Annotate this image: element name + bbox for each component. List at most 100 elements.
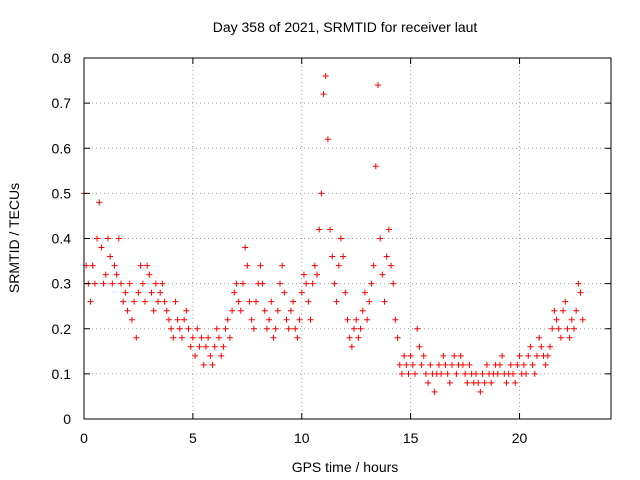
data-point (355, 334, 362, 341)
data-point (263, 325, 270, 332)
data-point (390, 280, 397, 287)
data-point (555, 325, 562, 332)
data-point (462, 370, 469, 377)
data-point (253, 298, 260, 305)
data-point (409, 361, 416, 368)
data-point (157, 289, 164, 296)
data-point (178, 334, 185, 341)
x-tick-label: 15 (403, 430, 419, 446)
y-axis-label: SRMTID / TECUs (6, 183, 22, 293)
data-point (446, 379, 453, 386)
data-point (512, 379, 519, 386)
data-point (438, 370, 445, 377)
data-point (464, 379, 471, 386)
data-point (242, 244, 249, 251)
data-point (196, 343, 203, 350)
data-point (364, 316, 371, 323)
data-point (224, 316, 231, 323)
data-point (340, 253, 347, 260)
data-point (459, 361, 466, 368)
data-point (259, 280, 266, 287)
data-point (494, 370, 501, 377)
data-point (542, 361, 549, 368)
data-point (394, 334, 401, 341)
data-point (562, 298, 569, 305)
data-point (451, 352, 458, 359)
y-tick-label: 0.3 (52, 276, 72, 292)
data-point (531, 370, 538, 377)
data-point (573, 307, 580, 314)
data-point (250, 325, 257, 332)
data-point (257, 262, 264, 269)
data-point (453, 370, 460, 377)
data-point (172, 298, 179, 305)
data-point (122, 289, 129, 296)
data-point (322, 73, 329, 80)
data-point (412, 370, 419, 377)
data-point (479, 370, 486, 377)
data-point (396, 361, 403, 368)
data-point (466, 361, 473, 368)
data-point (152, 280, 159, 287)
data-point (547, 343, 554, 350)
data-point (374, 82, 381, 89)
y-tick-label: 0.5 (52, 185, 72, 201)
gridlines (84, 58, 611, 419)
y-tick-label: 0.8 (52, 50, 72, 66)
data-point (100, 280, 107, 287)
y-tick-label: 0.4 (52, 231, 72, 247)
data-point (274, 307, 281, 314)
data-point (218, 352, 225, 359)
y-tick-label: 0.1 (52, 366, 72, 382)
data-point (296, 316, 303, 323)
data-point (163, 307, 170, 314)
data-point (379, 271, 386, 278)
data-point (222, 325, 229, 332)
data-point (113, 271, 120, 278)
data-point (442, 361, 449, 368)
data-point (226, 334, 233, 341)
data-point (174, 316, 181, 323)
data-point (327, 226, 334, 233)
y-axis-tick-labels: 0 0.1 0.2 0.3 0.4 0.5 0.6 0.7 0.8 (52, 50, 72, 427)
data-point (577, 289, 584, 296)
data-point (475, 379, 482, 386)
data-point (337, 235, 344, 242)
data-point (407, 352, 414, 359)
data-point (139, 280, 146, 287)
data-point (520, 361, 527, 368)
data-point (566, 334, 573, 341)
data-point (170, 334, 177, 341)
data-point (205, 334, 212, 341)
data-point (287, 307, 294, 314)
data-point (368, 280, 375, 287)
data-point (213, 325, 220, 332)
data-point (383, 253, 390, 260)
data-point (329, 253, 336, 260)
data-point (449, 361, 456, 368)
x-tick-label: 5 (189, 430, 197, 446)
data-point (189, 334, 196, 341)
data-series-srmtid (81, 73, 586, 395)
data-point (388, 262, 395, 269)
data-point (209, 361, 216, 368)
data-point (414, 325, 421, 332)
data-point (233, 280, 240, 287)
data-point (348, 343, 355, 350)
data-point (128, 316, 135, 323)
data-point (102, 271, 109, 278)
data-point (165, 316, 172, 323)
data-point (538, 343, 545, 350)
x-tick-label: 10 (294, 430, 310, 446)
data-point (87, 298, 94, 305)
data-point (553, 316, 560, 323)
data-point (146, 271, 153, 278)
data-point (335, 262, 342, 269)
data-point (126, 280, 133, 287)
data-point (422, 370, 429, 377)
x-axis-label: GPS time / hours (292, 459, 399, 475)
data-point (418, 361, 425, 368)
data-point (161, 298, 168, 305)
data-point (266, 316, 273, 323)
